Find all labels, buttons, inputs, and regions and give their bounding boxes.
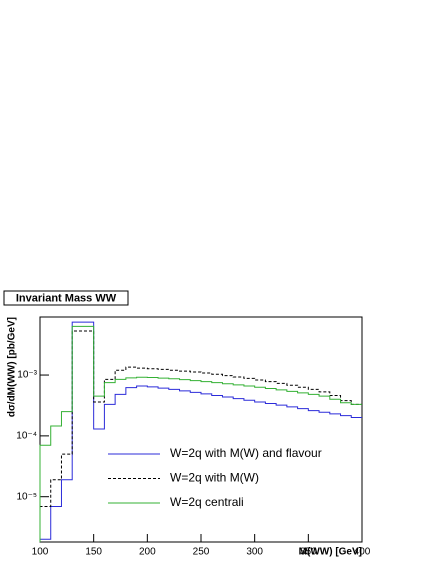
x-axis-label: M(WW) [GeV] xyxy=(299,547,362,558)
x-tick-label: 250 xyxy=(193,547,210,558)
x-tick-label: 150 xyxy=(85,547,102,558)
x-tick-label: 300 xyxy=(246,547,263,558)
histogram-line xyxy=(39,321,362,542)
legend-label: W=2q with M(W) and flavour xyxy=(170,446,322,460)
title-box xyxy=(3,290,129,306)
histogram-line xyxy=(39,325,362,542)
y-axis-label: dσ/dM(WW) [pb/GeV] xyxy=(7,317,18,417)
y-tick-label: 10⁻³ xyxy=(17,370,37,381)
legend-label: W=2q centrali xyxy=(170,495,244,509)
x-tick-label: 350 xyxy=(300,547,317,558)
x-tick-label: 400 xyxy=(354,547,371,558)
y-tick-label: 10⁻⁵ xyxy=(16,491,37,502)
y-tick-label: 10⁻⁴ xyxy=(16,431,37,442)
histogram-line xyxy=(39,330,362,542)
x-tick-label: 200 xyxy=(139,547,156,558)
chart-title: Invariant Mass WW xyxy=(16,292,117,304)
legend-label: W=2q with M(W) xyxy=(170,471,259,485)
x-tick-label: 100 xyxy=(32,547,49,558)
